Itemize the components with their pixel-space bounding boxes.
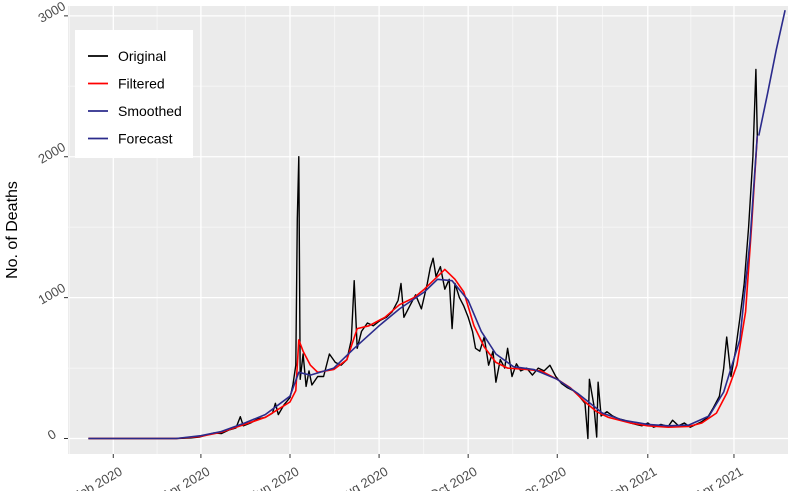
x-tick-label: Apr 2021 bbox=[692, 464, 745, 491]
y-tick-label: 3000 bbox=[35, 0, 68, 26]
legend: Original Filtered Smoothed Forecast bbox=[75, 30, 193, 158]
series-line-filtered bbox=[88, 135, 759, 440]
x-tick-label: Apr 2020 bbox=[159, 464, 212, 491]
x-tick-label: Dec 2020 bbox=[513, 464, 569, 491]
legend-box bbox=[75, 30, 193, 158]
legend-label-filtered: Filtered bbox=[118, 76, 165, 92]
y-tick-label: 1000 bbox=[35, 280, 68, 307]
legend-label-smoothed: Smoothed bbox=[118, 103, 182, 119]
x-axis: Feb 2020 Apr 2020 Jun 2020 Aug 2020 Oct 2020… bbox=[70, 454, 745, 491]
x-tick-label: Feb 2020 bbox=[70, 464, 125, 491]
legend-label-original: Original bbox=[118, 48, 166, 64]
x-tick-label: Feb 2021 bbox=[604, 464, 659, 491]
y-tick-label: 2000 bbox=[35, 139, 68, 166]
series-line-forecast bbox=[758, 10, 786, 136]
x-tick-label: Oct 2020 bbox=[426, 464, 479, 491]
y-axis-title: No. of Deaths bbox=[4, 181, 21, 279]
legend-items: Original Filtered Smoothed Forecast bbox=[88, 48, 182, 147]
x-tick-label: Aug 2020 bbox=[335, 464, 391, 491]
series-line-smoothed bbox=[88, 135, 759, 440]
series-layer bbox=[88, 10, 786, 440]
x-tick-label: Jun 2020 bbox=[248, 464, 302, 491]
legend-label-forecast: Forecast bbox=[118, 131, 173, 147]
y-tick-label: 0 bbox=[45, 426, 59, 443]
y-axis: 0 1000 2000 3000 bbox=[35, 0, 68, 443]
